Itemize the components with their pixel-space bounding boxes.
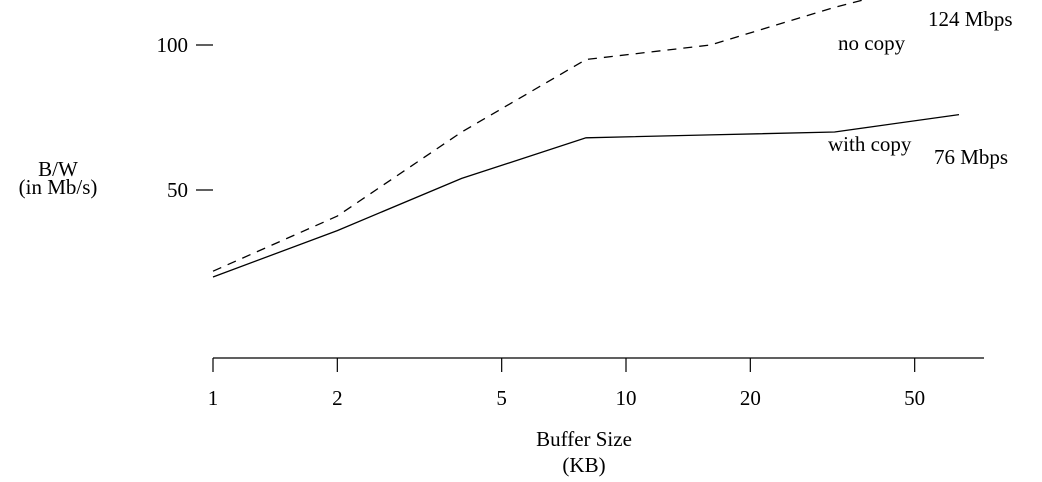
- annotation-layer: no copy with copy 124 Mbps 76 Mbps: [828, 7, 1013, 169]
- with-copy-end-label: 76 Mbps: [934, 145, 1008, 169]
- y-axis-label-line-2: (in Mb/s): [19, 175, 98, 199]
- y-tick-label: 100: [157, 33, 189, 57]
- x-axis-ticks: 1 2 5 10 20 50: [208, 358, 925, 410]
- x-axis-label: Buffer Size (KB): [536, 427, 632, 477]
- series-line-no-copy: [212, 0, 866, 272]
- x-tick-label: 50: [904, 386, 925, 410]
- x-tick-label: 5: [496, 386, 507, 410]
- y-tick-label: 50: [167, 178, 188, 202]
- y-axis-label: B/W (in Mb/s): [19, 157, 98, 199]
- x-tick-label: 10: [616, 386, 637, 410]
- no-copy-end-label: 124 Mbps: [928, 7, 1013, 31]
- y-axis-ticks: 50 100: [157, 33, 213, 202]
- series-label: no copy: [838, 31, 906, 55]
- x-axis-label-line-2: (KB): [562, 453, 605, 477]
- series-label: with copy: [828, 132, 912, 156]
- series-layer: [212, 0, 960, 278]
- x-axis-label-line-1: Buffer Size: [536, 427, 632, 451]
- series-line-with-copy: [212, 113, 960, 278]
- x-tick-label: 20: [740, 386, 761, 410]
- x-tick-label: 1: [208, 386, 219, 410]
- y-axis-label-line-1: B/W: [38, 157, 78, 181]
- x-tick-label: 2: [332, 386, 343, 410]
